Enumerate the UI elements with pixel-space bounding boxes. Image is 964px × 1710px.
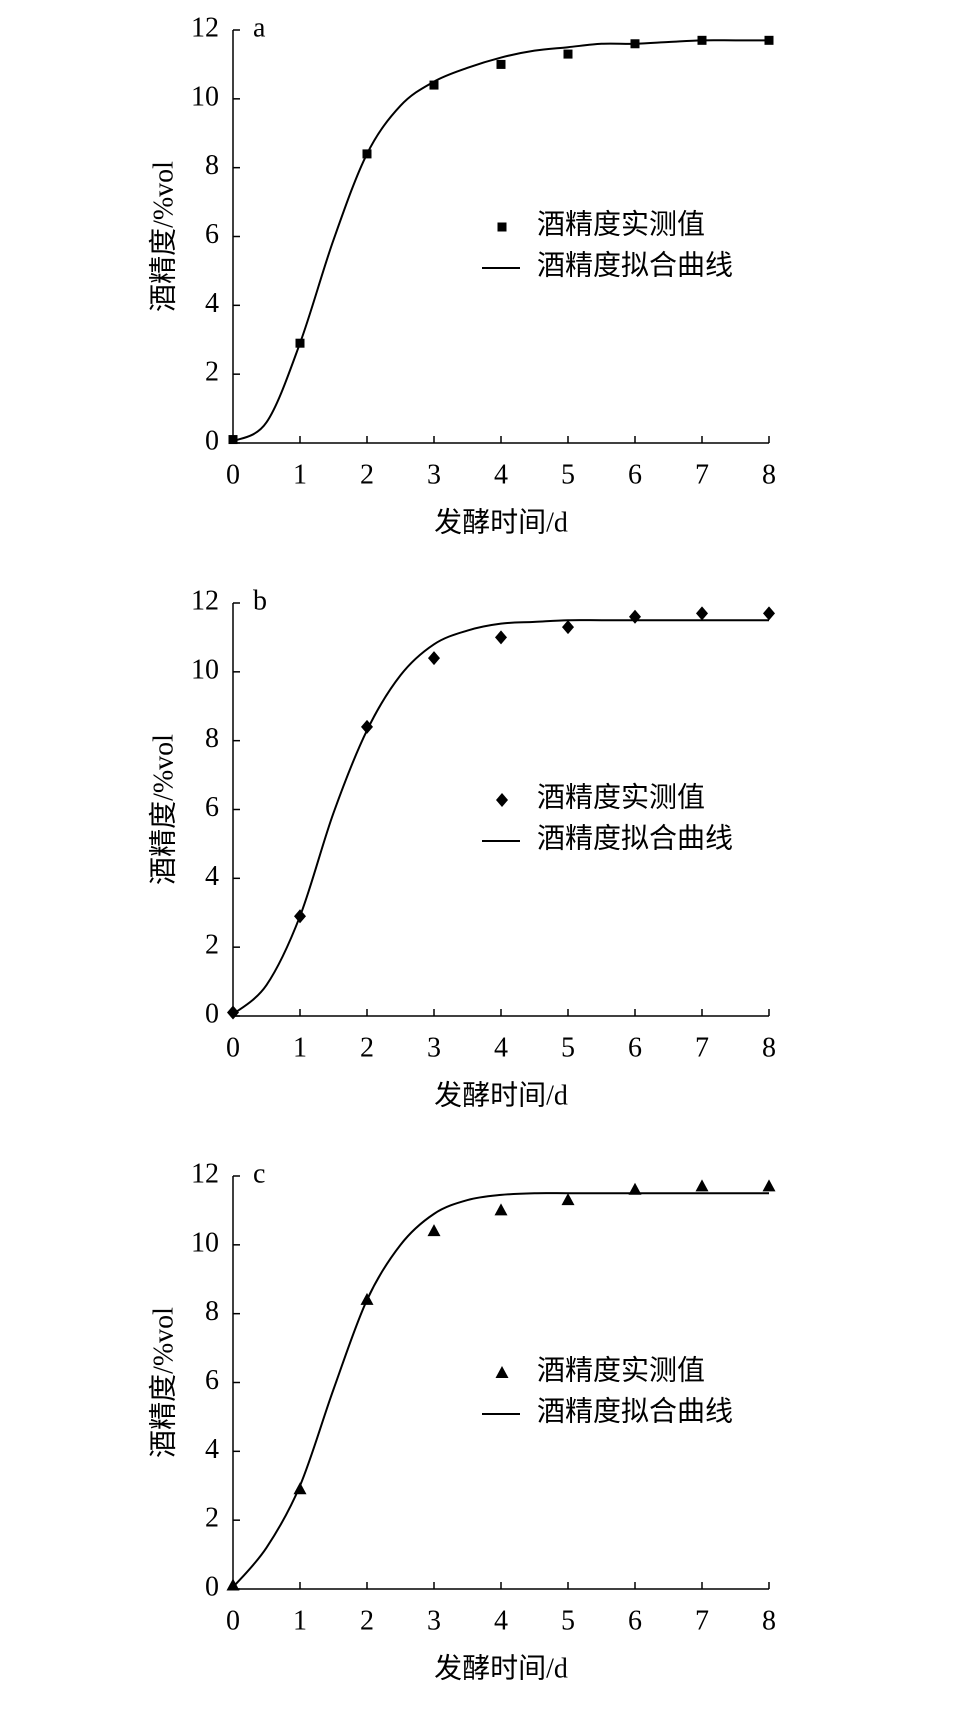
x-tick-label: 8	[762, 1605, 776, 1636]
y-tick-label: 6	[205, 792, 219, 823]
y-tick-label: 12	[191, 12, 219, 43]
x-tick-label: 8	[762, 459, 776, 490]
fit-curve	[232, 1192, 769, 1588]
x-tick-label: 7	[695, 1605, 709, 1636]
x-tick-label: 0	[226, 1605, 240, 1636]
legend-label: 酒精度拟合曲线	[537, 822, 733, 854]
marker-diamond	[495, 630, 507, 645]
marker-square	[563, 49, 573, 59]
y-tick-label: 2	[205, 357, 219, 388]
x-tick-label: 3	[427, 1605, 441, 1636]
marker-diamond	[227, 1005, 239, 1020]
y-tick-label: 10	[191, 1227, 219, 1258]
y-tick-label: 0	[205, 998, 219, 1029]
marker-triangle	[495, 1366, 509, 1378]
y-tick-label: 4	[205, 1434, 219, 1465]
marker-triangle	[561, 1193, 575, 1206]
legend-label: 酒精度拟合曲线	[537, 1395, 733, 1427]
y-tick-label: 2	[205, 1503, 219, 1534]
x-tick-label: 4	[494, 459, 508, 490]
x-tick-label: 3	[427, 459, 441, 490]
marker-square	[429, 80, 439, 90]
marker-diamond	[562, 620, 574, 635]
x-tick-label: 5	[561, 459, 575, 490]
marker-triangle	[427, 1224, 441, 1237]
marker-triangle	[695, 1179, 709, 1192]
x-tick-label: 6	[628, 459, 642, 490]
marker-diamond	[763, 606, 775, 621]
x-tick-label: 2	[360, 1032, 374, 1063]
x-tick-label: 5	[561, 1032, 575, 1063]
x-axis-label: 发酵时间/d	[434, 1652, 568, 1684]
x-tick-label: 0	[226, 1032, 240, 1063]
x-tick-label: 6	[628, 1605, 642, 1636]
legend-label: 酒精度实测值	[537, 208, 705, 240]
x-tick-label: 0	[226, 459, 240, 490]
x-tick-label: 5	[561, 1605, 575, 1636]
x-tick-label: 7	[695, 1032, 709, 1063]
x-tick-label: 2	[360, 459, 374, 490]
y-tick-label: 10	[191, 654, 219, 685]
marker-diamond	[629, 609, 641, 624]
y-tick-label: 6	[205, 219, 219, 250]
x-tick-label: 3	[427, 1032, 441, 1063]
legend-label: 酒精度实测值	[537, 781, 705, 813]
panel-label: a	[253, 12, 266, 43]
y-tick-label: 6	[205, 1365, 219, 1396]
marker-diamond	[496, 793, 508, 807]
y-tick-label: 4	[205, 288, 219, 319]
x-axis-label: 发酵时间/d	[434, 1079, 568, 1111]
x-tick-label: 1	[293, 1605, 307, 1636]
y-tick-label: 8	[205, 1296, 219, 1327]
fit-curve	[232, 39, 769, 443]
y-axis-label: 酒精度/%vol	[147, 161, 179, 312]
y-tick-label: 12	[191, 585, 219, 616]
y-tick-label: 12	[191, 1158, 219, 1189]
y-tick-label: 0	[205, 1571, 219, 1602]
marker-triangle	[628, 1182, 642, 1195]
x-tick-label: 7	[695, 459, 709, 490]
marker-triangle	[226, 1578, 240, 1591]
y-axis-label: 酒精度/%vol	[147, 734, 179, 885]
x-tick-label: 4	[494, 1605, 508, 1636]
y-tick-label: 8	[205, 723, 219, 754]
panel-label: b	[253, 585, 267, 616]
marker-triangle	[762, 1179, 776, 1192]
marker-triangle	[494, 1203, 508, 1216]
y-tick-label: 4	[205, 861, 219, 892]
y-axis-label: 酒精度/%vol	[147, 1307, 179, 1458]
x-tick-label: 2	[360, 1605, 374, 1636]
x-axis-label: 发酵时间/d	[434, 506, 568, 538]
y-tick-label: 0	[205, 425, 219, 456]
y-tick-label: 8	[205, 150, 219, 181]
x-tick-label: 1	[293, 459, 307, 490]
y-tick-label: 2	[205, 930, 219, 961]
x-tick-label: 8	[762, 1032, 776, 1063]
marker-diamond	[428, 651, 440, 666]
x-tick-label: 4	[494, 1032, 508, 1063]
marker-diamond	[696, 606, 708, 621]
marker-square	[228, 435, 238, 445]
marker-square	[497, 222, 507, 232]
legend-label: 酒精度拟合曲线	[537, 249, 733, 281]
panel-label: c	[253, 1158, 265, 1189]
fit-curve	[232, 619, 769, 1016]
x-tick-label: 1	[293, 1032, 307, 1063]
x-tick-label: 6	[628, 1032, 642, 1063]
legend-label: 酒精度实测值	[537, 1354, 705, 1386]
marker-square	[496, 59, 506, 69]
y-tick-label: 10	[191, 81, 219, 112]
